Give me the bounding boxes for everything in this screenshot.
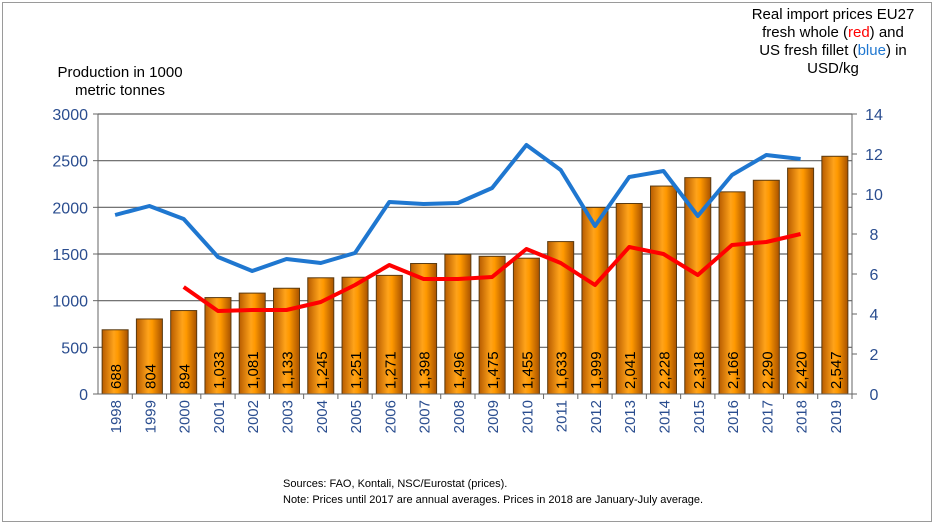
bar-label: 2,041 [622,351,639,389]
right-axis-title-line: fresh whole (red) and [728,24,936,42]
x-tick-label: 2015 [691,400,708,433]
x-tick-label: 2001 [211,400,228,433]
x-tick-label: 2013 [622,400,639,433]
x-tick-label: 1998 [108,400,125,433]
bar-label: 2,166 [725,351,742,389]
x-tick-label: 2003 [280,400,297,433]
bar-label: 1,081 [245,351,262,389]
x-tick-label: 2007 [417,400,434,433]
x-tick-label: 2004 [314,400,331,433]
x-tick-label: 2016 [725,400,742,433]
left-tick-label: 2000 [52,200,88,217]
bar-label: 1,496 [451,351,468,389]
bar [512,257,540,395]
red-word: red [847,24,870,41]
bar [650,185,677,395]
bar [718,191,746,395]
bar [581,206,609,395]
x-tick-label: 2019 [828,400,845,433]
left-tick-label: 3000 [52,107,88,124]
bar-label: 1,398 [417,351,434,389]
bar-label: 1,251 [348,351,365,389]
bar-label: 1,475 [485,351,502,389]
left-tick-label: 0 [79,387,88,404]
bar [170,310,198,395]
bar-label: 894 [177,364,194,389]
text: ) and [869,24,904,41]
left-tick-label: 1500 [52,247,88,264]
bar-label: 1,633 [554,351,571,389]
bar-label: 1,133 [280,351,297,389]
bar-label: 688 [108,364,125,389]
left-tick-label: 2500 [52,154,88,171]
bar-label: 1,245 [314,351,331,389]
x-tick-label: 2018 [794,400,811,433]
left-axis-title: Production in 1000 metric tonnes [40,64,200,100]
bar-label: 2,420 [794,351,811,389]
bar-label: 804 [142,364,159,389]
left-axis-title-line: metric tonnes [74,82,166,99]
bar-label: 2,547 [828,351,845,389]
bar [615,203,643,395]
x-tick-label: 1999 [142,400,159,433]
x-tick-label: 2009 [485,400,502,433]
left-tick-label: 500 [61,340,88,357]
bar-label: 1,999 [588,351,605,389]
right-axis-title-line: Real import prices EU27 [751,6,915,23]
bar-label: 1,271 [382,351,399,389]
x-tick-label: 2010 [519,400,536,433]
chart-notes: Sources: FAO, Kontali, NSC/Eurostat (pri… [283,476,703,508]
right-axis-title-line: USD/kg [807,60,859,77]
right-tick-label: 0 [870,387,879,404]
right-tick-label: 6 [870,267,879,284]
x-tick-label: 2012 [588,400,605,433]
bar [101,329,129,395]
bar [135,318,163,395]
bar-label: 2,290 [759,351,776,389]
right-axis-title-line: US fresh fillet (blue) in [728,42,936,60]
x-tick-label: 2002 [245,400,262,433]
x-tick-label: 2017 [759,400,776,433]
bar [410,263,438,395]
bar-label: 2,228 [657,351,674,389]
text: ) in [885,42,907,59]
right-tick-label: 2 [870,347,879,364]
left-axis-title-line: Production in 1000 [57,64,183,81]
bar-label: 2,318 [691,351,708,389]
bar-label: 1,033 [211,351,228,389]
x-tick-label: 2008 [451,400,468,433]
bar [375,274,403,395]
bar [341,276,369,395]
text: fresh whole ( [762,24,848,41]
x-tick-label: 2014 [657,400,674,433]
bar-label: 1,455 [519,351,536,389]
x-tick-label: 2011 [554,400,571,432]
text: US fresh fillet ( [759,42,858,59]
left-tick-label: 1000 [52,294,88,311]
x-tick-label: 2005 [348,400,365,433]
price-note: Note: Prices until 2017 are annual avera… [283,494,704,506]
sources-note: Sources: FAO, Kontali, NSC/Eurostat (pri… [283,478,508,490]
right-tick-label: 10 [865,187,883,204]
blue-word: blue [857,42,886,59]
right-axis-title: Real import prices EU27 fresh whole (red… [728,6,936,78]
right-tick-label: 4 [870,307,879,324]
right-tick-label: 14 [865,107,883,124]
bar [752,179,780,395]
x-tick-label: 2000 [177,400,194,433]
right-tick-label: 12 [865,147,883,164]
x-tick-label: 2006 [382,400,399,433]
right-tick-label: 8 [870,227,879,244]
bar [204,297,232,395]
bar [787,167,815,395]
bar [273,287,300,395]
